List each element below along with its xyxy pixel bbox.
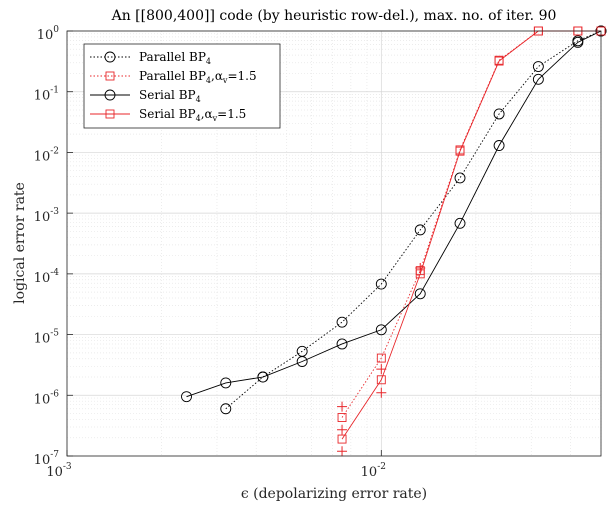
data-point bbox=[337, 434, 347, 444]
data-point bbox=[337, 413, 347, 422]
legend-label: Parallel BP4,αv=1.5 bbox=[139, 69, 257, 85]
data-point bbox=[493, 108, 505, 120]
data-point bbox=[454, 217, 466, 229]
error-mark bbox=[376, 364, 387, 375]
error-mark bbox=[337, 446, 348, 457]
y-tick-label: 100 bbox=[37, 25, 60, 43]
error-mark bbox=[376, 387, 387, 398]
legend-label: Serial BP4,αv=1.5 bbox=[139, 107, 246, 123]
series-0 bbox=[220, 25, 607, 415]
error-mark bbox=[337, 424, 348, 435]
legend-item: Serial BP4 bbox=[90, 88, 201, 104]
data-point bbox=[336, 338, 348, 350]
legend-label: Parallel BP4 bbox=[139, 50, 211, 66]
data-point bbox=[376, 353, 386, 363]
data-point bbox=[414, 224, 426, 236]
grid bbox=[66, 30, 602, 457]
y-tick-label: 10-3 bbox=[34, 207, 60, 225]
series-2 bbox=[181, 25, 607, 403]
series-line bbox=[225, 30, 602, 410]
chart-title: An [[800,400]] code (by heuristic row-de… bbox=[111, 8, 557, 24]
data-point bbox=[375, 324, 387, 336]
y-tick-label: 10-5 bbox=[34, 329, 60, 347]
y-tick-label: 10-4 bbox=[34, 268, 60, 286]
legend: Parallel BP4 Parallel BP4,αv=1.5 Serial BP… bbox=[83, 43, 281, 129]
x-tick-label: 10-2 bbox=[361, 462, 386, 480]
data-point bbox=[257, 371, 269, 383]
legend-marker bbox=[105, 71, 115, 81]
data-point bbox=[455, 146, 465, 156]
data-point bbox=[376, 375, 386, 385]
legend-item: Serial BP4,αv=1.5 bbox=[90, 107, 246, 123]
error-mark bbox=[337, 401, 348, 412]
legend-item: Parallel BP4,αv=1.5 bbox=[90, 69, 257, 85]
y-tick-label: 10-6 bbox=[34, 389, 60, 407]
data-point bbox=[220, 377, 232, 389]
y-tick-label: 10-1 bbox=[34, 86, 59, 104]
legend-marker bbox=[105, 109, 115, 119]
data-point bbox=[532, 61, 544, 72]
data-point bbox=[181, 391, 192, 403]
data-point bbox=[454, 172, 466, 184]
error-mark bbox=[415, 262, 426, 273]
legend-label: Serial BP4 bbox=[139, 88, 201, 104]
data-point bbox=[296, 356, 308, 367]
data-point bbox=[414, 288, 426, 300]
data-point bbox=[375, 278, 387, 290]
y-axis-label: logical error rate bbox=[12, 182, 28, 304]
y-tick-label: 10-7 bbox=[34, 450, 60, 468]
series-line bbox=[186, 30, 602, 398]
data-point bbox=[493, 140, 505, 151]
data-point bbox=[336, 316, 348, 328]
error-marks bbox=[337, 262, 426, 457]
legend-marker bbox=[104, 89, 116, 101]
legend-item: Parallel BP4 bbox=[90, 50, 211, 66]
data-point bbox=[220, 403, 232, 415]
data-point bbox=[572, 36, 584, 48]
plot-frame bbox=[66, 30, 602, 457]
y-tick-label: 10-2 bbox=[34, 146, 59, 164]
ticks: 10-3 10-2 100 10-1 10-2 10-3 10-4 10-5 10-6 10-7 bbox=[34, 25, 386, 480]
x-tick-label: 10-3 bbox=[46, 462, 72, 480]
data-point bbox=[494, 56, 504, 66]
data-point bbox=[532, 73, 544, 85]
x-axis-label: ϵ (depolarizing error rate) bbox=[241, 486, 427, 502]
legend-marker bbox=[104, 51, 116, 63]
